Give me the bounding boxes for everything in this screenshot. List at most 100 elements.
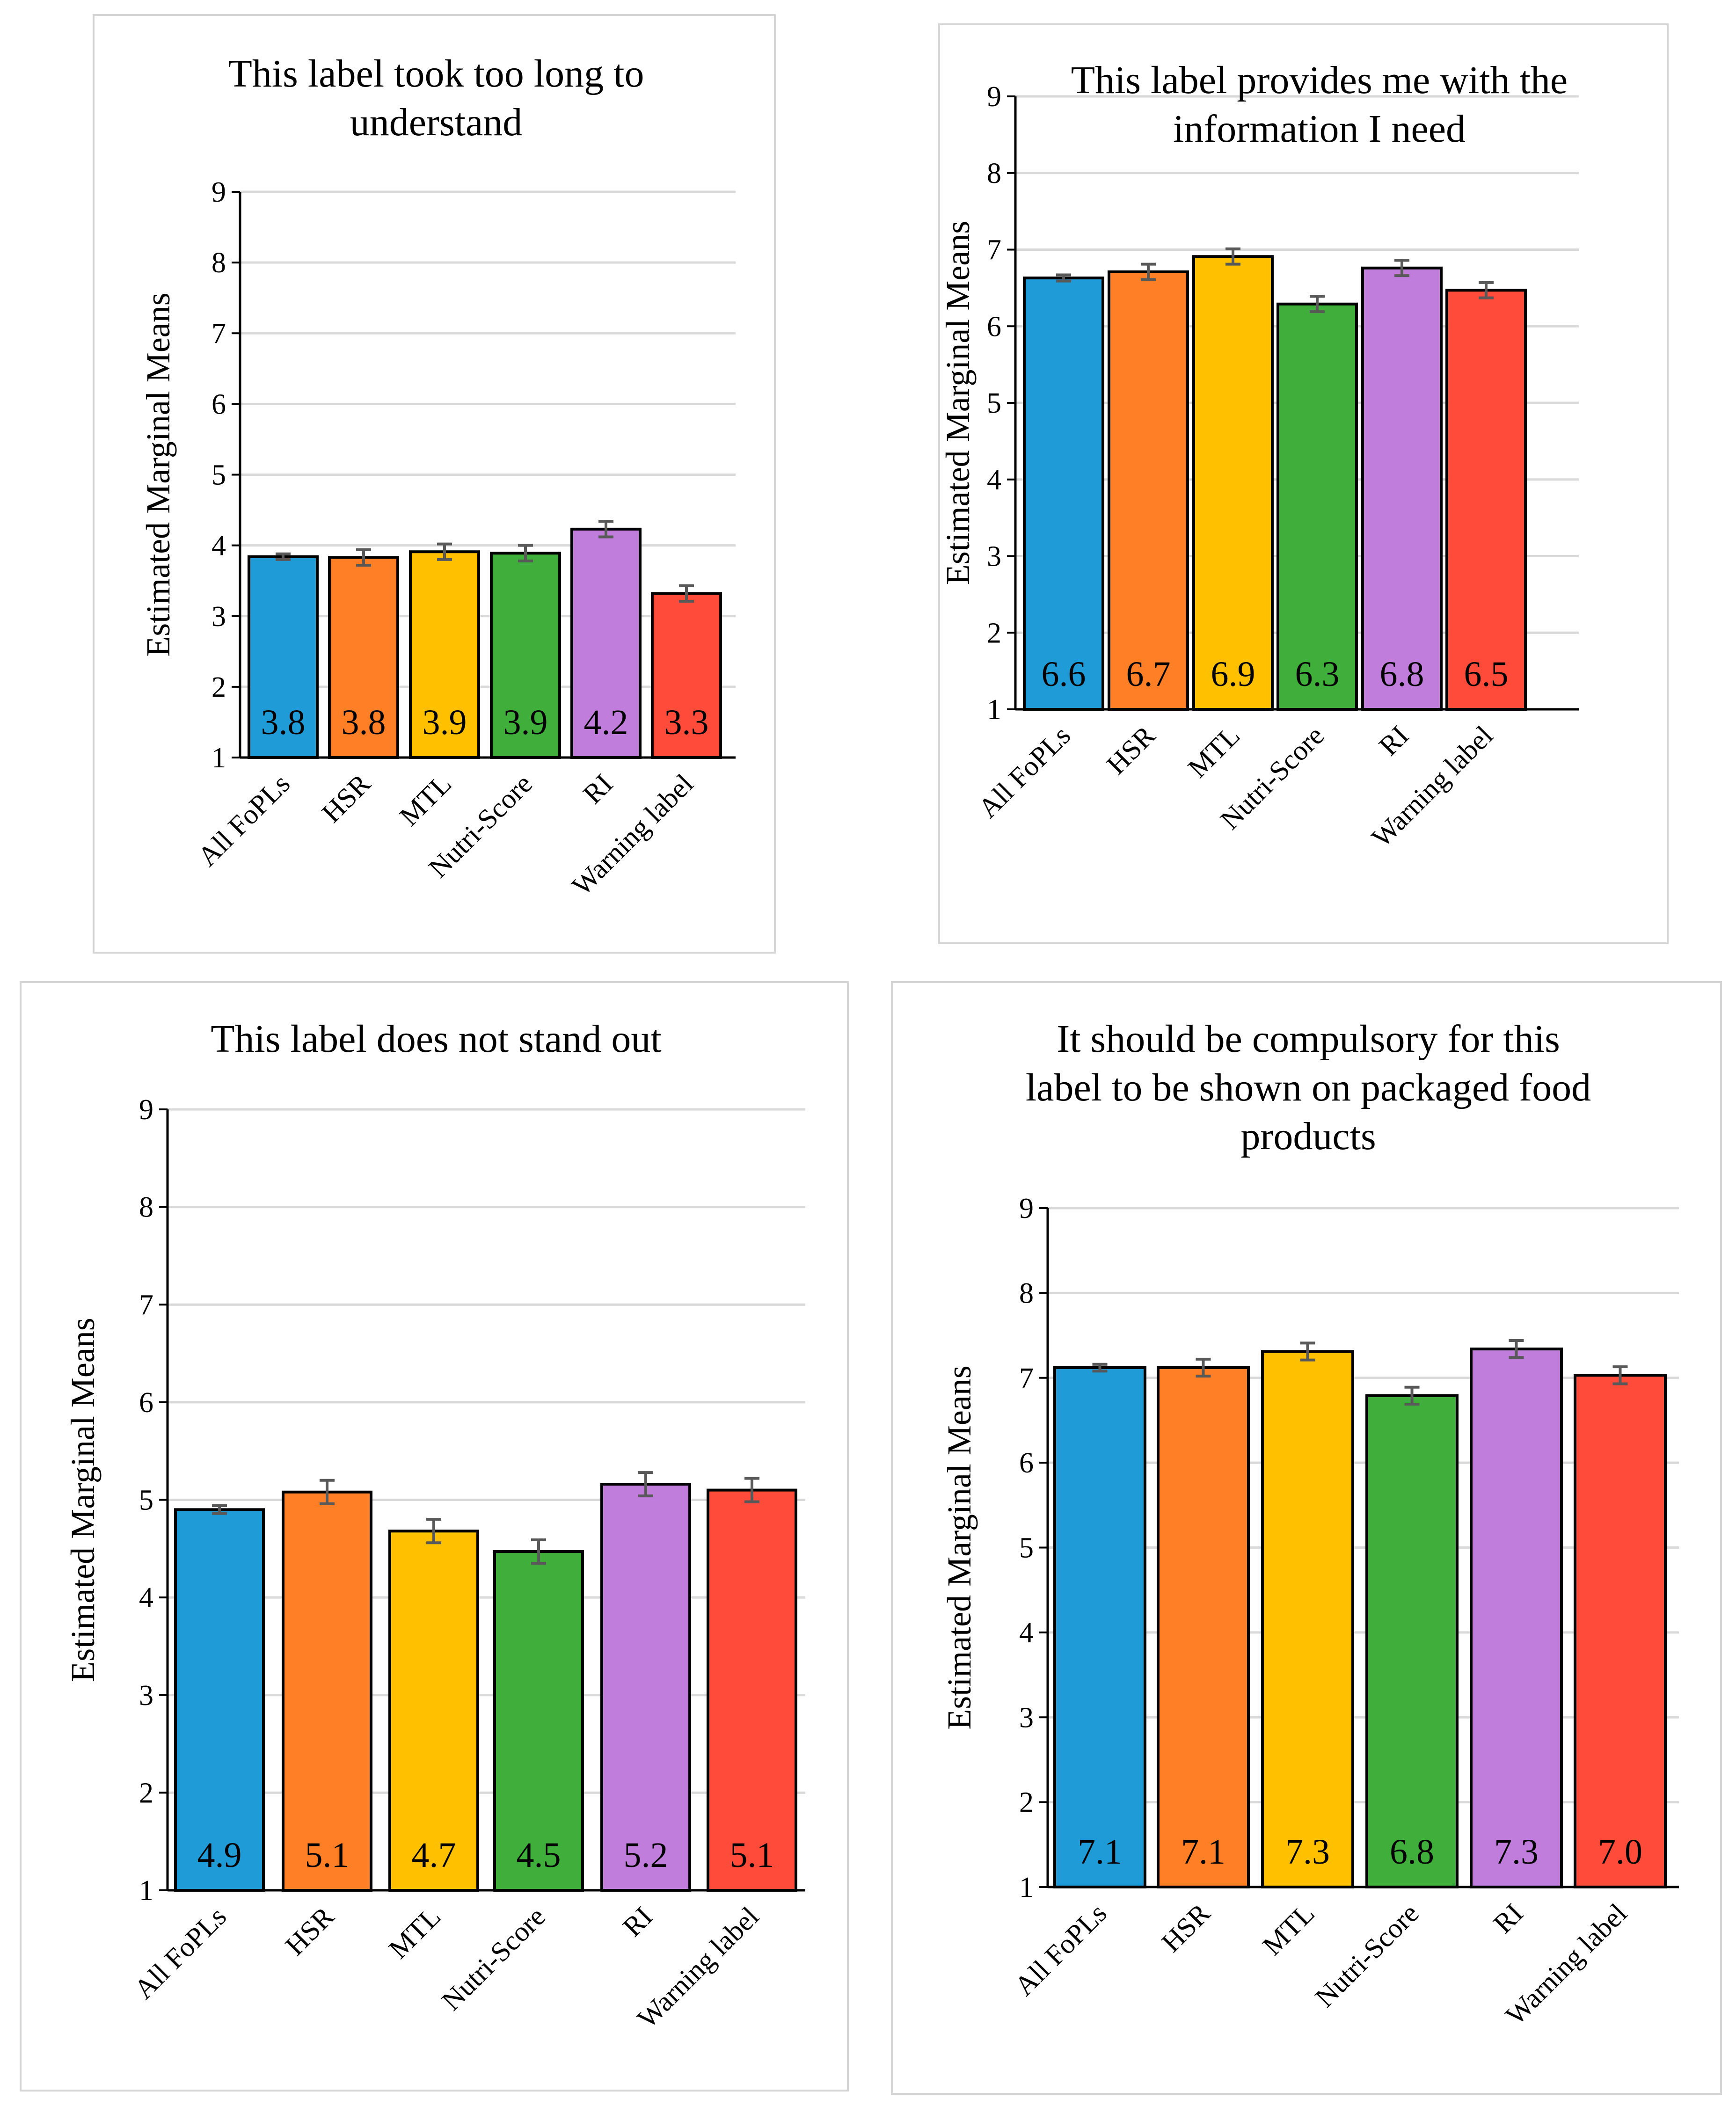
y-tick-label: 6 — [212, 388, 226, 420]
y-tick-label: 3 — [1019, 1702, 1034, 1734]
data-label: 4.2 — [584, 703, 628, 742]
bar — [600, 1483, 691, 1892]
y-tick-label: 6 — [987, 311, 1001, 342]
bar — [1574, 1374, 1667, 1889]
y-tick-label: 2 — [1019, 1787, 1034, 1819]
bar — [1192, 255, 1274, 711]
data-label: 7.1 — [1181, 1832, 1225, 1872]
y-tick-label: 7 — [139, 1289, 153, 1321]
y-tick-label: 3 — [139, 1680, 153, 1712]
x-tick-label: RI — [577, 768, 619, 810]
y-tick-label: 6 — [139, 1387, 153, 1419]
bar — [1361, 266, 1443, 711]
y-tick-label: 7 — [987, 234, 1001, 266]
chart-title-line: It should be compulsory for this — [1057, 1017, 1560, 1061]
bar — [1157, 1366, 1250, 1888]
chart-title-line: This label took too long to — [228, 52, 644, 95]
bar — [651, 592, 722, 759]
x-tick-label: Nutri-Score — [436, 1901, 551, 2017]
chart-title-line: understand — [350, 101, 523, 144]
y-tick-label: 9 — [139, 1094, 153, 1126]
data-label: 6.6 — [1042, 655, 1086, 694]
chart-title-line: This label does not stand out — [211, 1017, 662, 1061]
chart-title-line: products — [1240, 1115, 1376, 1158]
chart-panel-took-too-long: This label took too long to understand 1… — [93, 14, 776, 954]
data-label: 4.9 — [197, 1836, 242, 1875]
y-tick-label: 8 — [987, 158, 1001, 189]
data-label: 5.1 — [305, 1836, 350, 1875]
x-tick-label: Nutri-Score — [1309, 1898, 1425, 2013]
bar — [1023, 277, 1104, 711]
bar — [1445, 289, 1527, 711]
y-tick-label: 1 — [987, 694, 1001, 726]
y-tick-label: 8 — [139, 1192, 153, 1224]
y-tick-label: 1 — [1019, 1872, 1034, 1903]
chart-title-line: This label provides me with the — [1071, 58, 1568, 102]
data-label: 7.1 — [1078, 1832, 1122, 1872]
chart-title: This label took too long to understand — [95, 50, 778, 147]
x-tick-label: MTL — [394, 768, 457, 832]
bar — [1276, 302, 1358, 711]
y-tick-label: 5 — [987, 387, 1001, 419]
bar — [707, 1488, 797, 1892]
bar — [248, 555, 319, 759]
y-tick-label: 7 — [1019, 1363, 1034, 1394]
y-axis-label: Estimated Marginal Means — [941, 1365, 978, 1730]
x-tick-label: RI — [1488, 1898, 1529, 1939]
data-label: 7.0 — [1598, 1832, 1642, 1872]
y-tick-label: 9 — [1019, 1193, 1034, 1224]
data-label: 5.2 — [624, 1836, 668, 1875]
x-tick-label: MTL — [383, 1901, 446, 1965]
data-label: 4.5 — [517, 1836, 561, 1875]
bar — [1053, 1366, 1146, 1888]
x-tick-label: All FoPLs — [128, 1901, 232, 2005]
y-tick-label: 8 — [212, 247, 226, 279]
bar — [388, 1530, 479, 1892]
bar — [409, 550, 480, 759]
bar — [1365, 1394, 1459, 1888]
y-tick-label: 2 — [212, 671, 226, 703]
bar-chart-does-not-stand-out: 1 2 3 4 5 6 7 8 9 4.9 All FoPLs 5.1 HSR 4.7 MTL 4.5 Nutr… — [64, 1094, 805, 2034]
data-label: 3.8 — [261, 703, 306, 742]
x-tick-label: HSR — [1101, 720, 1161, 780]
bar — [282, 1490, 372, 1892]
x-tick-label: HSR — [1155, 1898, 1216, 1958]
y-axis-label: Estimated Marginal Means — [940, 221, 977, 585]
y-tick-label: 9 — [987, 81, 1001, 113]
y-axis-label: Estimated Marginal Means — [64, 1318, 102, 1682]
y-tick-label: 4 — [212, 530, 226, 562]
chart-panel-does-not-stand-out: This label does not stand out 1 2 3 4 5 6 7 8 9 4… — [20, 981, 849, 2091]
data-label: 3.3 — [664, 703, 709, 742]
y-tick-label: 4 — [139, 1582, 153, 1614]
bar — [174, 1508, 265, 1892]
data-label: 6.3 — [1295, 655, 1340, 694]
data-label: 3.8 — [342, 703, 386, 742]
chart-panel-compulsory: It should be compulsory for this label t… — [891, 981, 1722, 2095]
bar — [328, 556, 399, 759]
data-label: 6.7 — [1126, 655, 1171, 694]
data-label: 4.7 — [412, 1836, 456, 1875]
y-tick-label: 6 — [1019, 1447, 1034, 1479]
bar-chart-compulsory: 1 2 3 4 5 6 7 8 9 7.1 All FoPLs 7.1 HSR 7.3 MTL 6.8 Nutr… — [941, 1193, 1679, 2031]
y-tick-label: 2 — [139, 1777, 153, 1809]
y-axis-label: Estimated Marginal Means — [139, 292, 177, 657]
x-tick-label: HSR — [279, 1901, 340, 1961]
x-tick-label: All FoPLs — [192, 768, 296, 872]
chart-title: It should be compulsory for this label t… — [893, 1015, 1724, 1161]
x-tick-label: All FoPLs — [972, 720, 1076, 824]
x-tick-label: MTL — [1182, 720, 1246, 784]
data-label: 5.1 — [730, 1836, 774, 1875]
y-tick-label: 3 — [212, 601, 226, 633]
x-tick-label: MTL — [1256, 1898, 1320, 1961]
y-tick-label: 4 — [1019, 1617, 1034, 1649]
data-label: 6.9 — [1211, 655, 1255, 694]
y-tick-label: 5 — [139, 1485, 153, 1516]
y-tick-label: 7 — [212, 318, 226, 350]
chart-title-line: information I need — [1173, 107, 1466, 151]
x-tick-label: RI — [1373, 720, 1415, 762]
y-tick-label: 8 — [1019, 1277, 1034, 1309]
x-tick-label: RI — [617, 1901, 658, 1943]
y-tick-label: 2 — [987, 617, 1001, 649]
y-tick-label: 5 — [1019, 1532, 1034, 1564]
chart-title: This label provides me with the informat… — [968, 56, 1670, 153]
